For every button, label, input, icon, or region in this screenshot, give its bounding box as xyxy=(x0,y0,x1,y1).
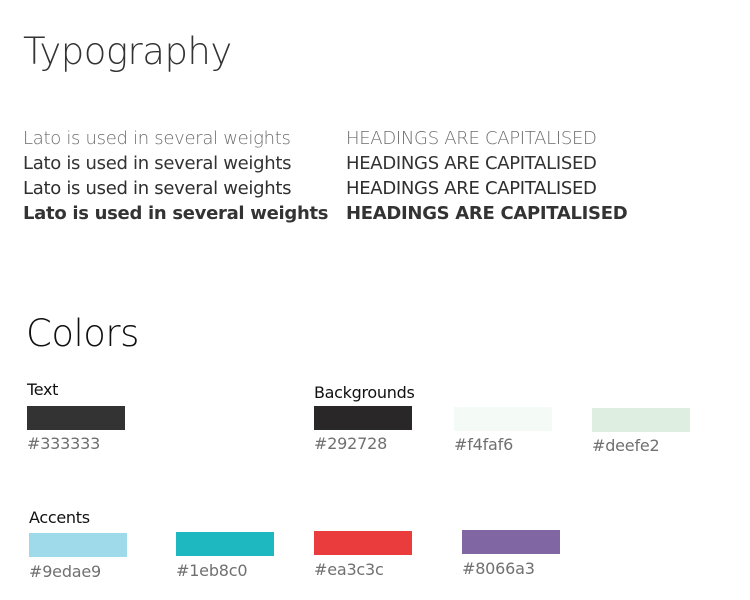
font-sample-light: Lato is used in several weights xyxy=(23,128,291,149)
font-sample-regular: Lato is used in several weights xyxy=(23,153,292,174)
color-hex-accent-light-blue: #9edae9 xyxy=(29,562,102,581)
color-swatch-text-primary xyxy=(27,406,125,430)
font-sample-medium: Lato is used in several weights xyxy=(23,178,292,199)
accents-group-label: Accents xyxy=(29,508,90,527)
heading-sample-regular: HEADINGS ARE CAPITALISED xyxy=(346,153,597,174)
color-swatch-accent-light-blue xyxy=(29,533,127,557)
color-swatch-background-dark xyxy=(314,406,412,430)
color-hex-accent-purple: #8066a3 xyxy=(462,559,535,578)
color-hex-background-dark: #292728 xyxy=(314,434,388,453)
color-swatch-accent-purple xyxy=(462,530,560,554)
color-hex-text-primary: #333333 xyxy=(27,434,101,453)
color-hex-background-light: #f4faf6 xyxy=(454,435,514,454)
colors-title: Colors xyxy=(26,312,139,355)
color-swatch-accent-red xyxy=(314,531,412,555)
color-hex-accent-teal: #1eb8c0 xyxy=(176,561,248,580)
typography-title: Typography xyxy=(23,30,232,73)
color-swatch-background-mint xyxy=(592,408,690,432)
heading-sample-light: HEADINGS ARE CAPITALISED xyxy=(346,128,597,149)
color-swatch-accent-teal xyxy=(176,532,274,556)
heading-sample-medium: HEADINGS ARE CAPITALISED xyxy=(346,178,597,199)
text-group-label: Text xyxy=(27,380,59,399)
backgrounds-group-label: Backgrounds xyxy=(314,383,415,402)
color-hex-background-mint: #deefe2 xyxy=(592,436,660,455)
color-hex-accent-red: #ea3c3c xyxy=(314,560,384,579)
color-swatch-background-light xyxy=(454,407,552,431)
font-sample-bold: Lato is used in several weights xyxy=(23,203,329,224)
heading-sample-bold: HEADINGS ARE CAPITALISED xyxy=(346,203,628,224)
